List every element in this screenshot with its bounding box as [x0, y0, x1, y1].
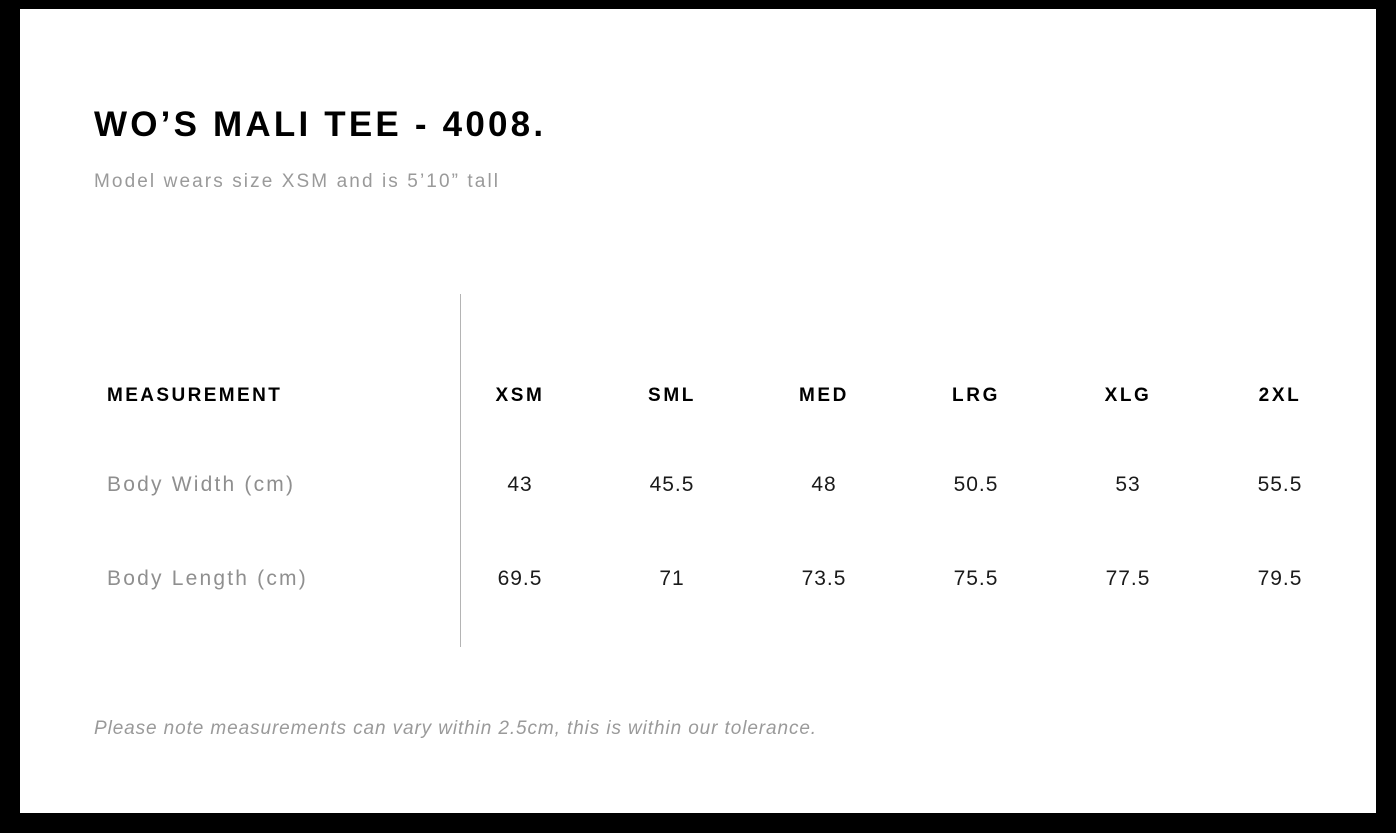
- size-chart-sheet: WO’S MALI TEE - 4008. Model wears size X…: [20, 9, 1376, 813]
- page-title: WO’S MALI TEE - 4008.: [94, 105, 547, 144]
- table-row: Body Length (cm) 69.5 71 73.5 75.5 77.5 …: [94, 532, 1356, 626]
- table-header-row: MEASUREMENT XSM SML MED LRG XLG 2XL: [94, 354, 1356, 438]
- cell-body-length-2xl: 79.5: [1257, 567, 1303, 590]
- size-chart-table: MEASUREMENT XSM SML MED LRG XLG 2XL Body…: [94, 285, 1356, 686]
- page-subtitle: Model wears size XSM and is 5’10” tall: [94, 171, 501, 192]
- cell-body-width-sml: 45.5: [649, 473, 695, 496]
- column-divider-line: [460, 294, 461, 647]
- column-header-2xl: 2XL: [1258, 385, 1302, 406]
- table-top-spacer: [94, 285, 1356, 354]
- cell-body-length-sml: 71: [659, 567, 685, 590]
- cell-body-length-xlg: 77.5: [1105, 567, 1151, 590]
- cell-body-length-lrg: 75.5: [953, 567, 999, 590]
- size-table-container: MEASUREMENT XSM SML MED LRG XLG 2XL Body…: [94, 285, 1356, 686]
- cell-body-width-xlg: 53: [1115, 473, 1141, 496]
- column-header-xsm: XSM: [495, 385, 545, 406]
- column-header-measurement: MEASUREMENT: [107, 385, 283, 406]
- cell-body-width-xsm: 43: [507, 473, 533, 496]
- cell-body-width-lrg: 50.5: [953, 473, 999, 496]
- column-header-med: MED: [798, 385, 850, 406]
- row-label-body-width: Body Width (cm): [107, 473, 296, 496]
- row-label-body-length: Body Length (cm): [107, 567, 308, 590]
- table-bottom-spacer: [94, 626, 1356, 686]
- column-header-xlg: XLG: [1104, 385, 1152, 406]
- header-block: WO’S MALI TEE - 4008. Model wears size X…: [94, 9, 546, 191]
- cell-body-width-med: 48: [811, 473, 837, 496]
- table-row: Body Width (cm) 43 45.5 48 50.5 53 55.5: [94, 438, 1356, 532]
- cell-body-length-med: 73.5: [801, 567, 847, 590]
- cell-body-width-2xl: 55.5: [1257, 473, 1303, 496]
- tolerance-note: Please note measurements can vary within…: [94, 718, 817, 739]
- cell-body-length-xsm: 69.5: [497, 567, 543, 590]
- column-header-lrg: LRG: [952, 385, 1000, 406]
- column-header-sml: SML: [648, 385, 696, 406]
